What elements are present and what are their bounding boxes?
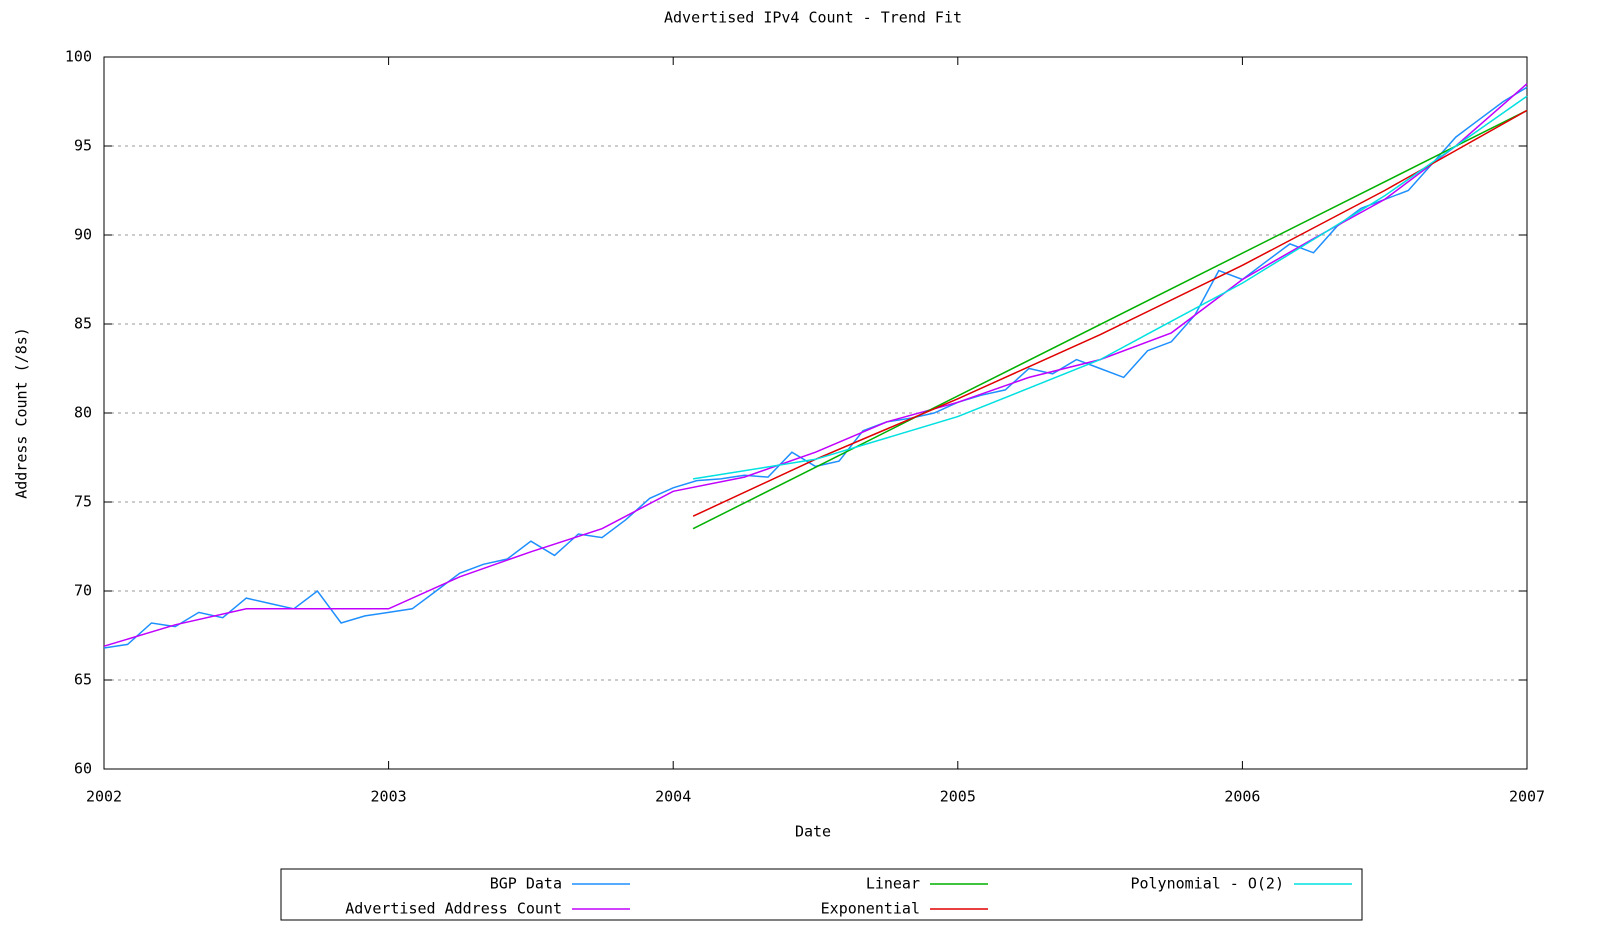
legend-label: Exponential xyxy=(821,900,920,918)
x-tick-label: 2004 xyxy=(655,788,691,806)
series-line xyxy=(692,109,1528,530)
legend-label: Linear xyxy=(866,875,920,893)
y-tick-label: 95 xyxy=(74,137,92,155)
series-line xyxy=(103,83,1528,647)
y-tick-label: 60 xyxy=(74,760,92,778)
series-line xyxy=(103,86,1528,649)
x-tick-label: 2003 xyxy=(371,788,407,806)
legend-label: Advertised Address Count xyxy=(345,900,562,918)
x-tick-label: 2006 xyxy=(1224,788,1260,806)
y-tick-label: 80 xyxy=(74,404,92,422)
plot-frame xyxy=(103,56,1528,770)
y-tick-label: 70 xyxy=(74,582,92,600)
y-tick-label: 65 xyxy=(74,671,92,689)
y-axis-label: Address Count (/8s) xyxy=(13,327,31,499)
legend-label: Polynomial - O(2) xyxy=(1130,875,1284,893)
x-axis-label: Date xyxy=(795,823,831,841)
x-tick-label: 2005 xyxy=(940,788,976,806)
legend-box xyxy=(280,868,1363,921)
chart-title: Advertised IPv4 Count - Trend Fit xyxy=(664,9,962,27)
x-tick-label: 2002 xyxy=(86,788,122,806)
series-line xyxy=(692,109,1528,517)
series-line xyxy=(692,95,1528,480)
x-tick-label: 2007 xyxy=(1509,788,1545,806)
legend-label: BGP Data xyxy=(490,875,562,893)
y-tick-label: 90 xyxy=(74,226,92,244)
y-tick-label: 85 xyxy=(74,315,92,333)
y-tick-label: 75 xyxy=(74,493,92,511)
y-tick-label: 100 xyxy=(65,48,92,66)
